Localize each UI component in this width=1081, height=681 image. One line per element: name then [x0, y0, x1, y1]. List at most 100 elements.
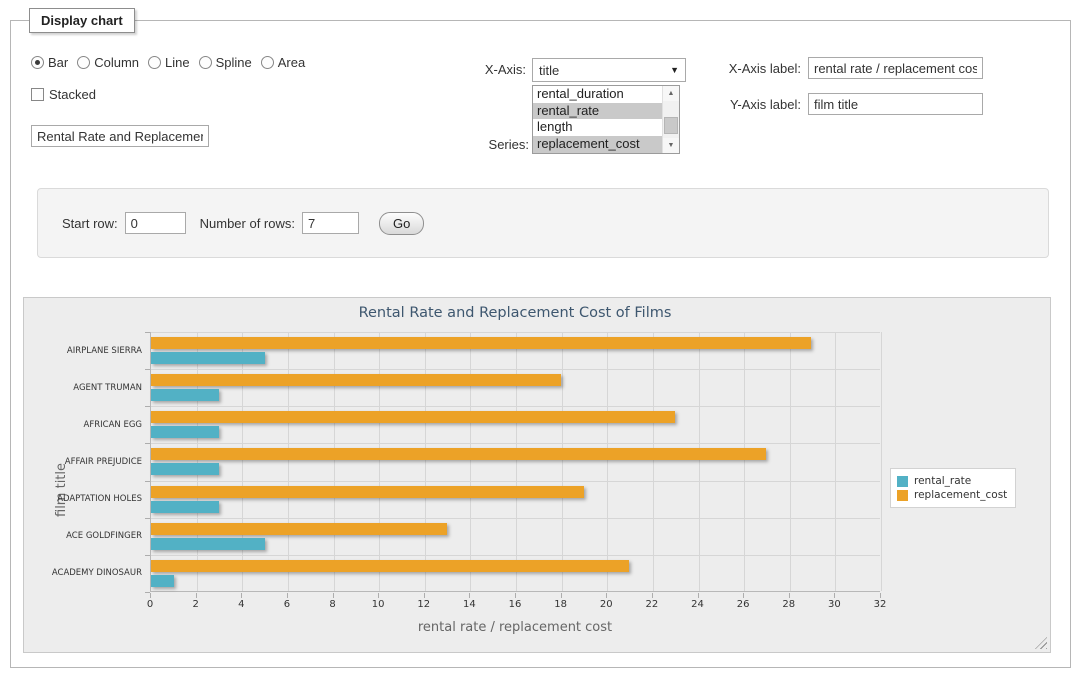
- bar-replacement_cost[interactable]: [151, 411, 675, 423]
- y-tick-mark: [145, 369, 150, 370]
- x-tick-label: 18: [554, 599, 567, 610]
- x-tick-label: 10: [372, 599, 385, 610]
- radio-button[interactable]: [261, 56, 274, 69]
- x-tick-label: 22: [646, 599, 659, 610]
- radio-label: Line: [165, 55, 190, 70]
- category-label: ADAPTATION HOLES: [24, 494, 142, 504]
- stacked-label: Stacked: [49, 87, 96, 102]
- bar-rental_rate[interactable]: [151, 389, 219, 401]
- legend-label: rental_rate: [914, 475, 971, 487]
- category-label: ACADEMY DINOSAUR: [24, 568, 142, 578]
- bar-replacement_cost[interactable]: [151, 486, 584, 498]
- go-button[interactable]: Go: [379, 212, 424, 235]
- y-axis-label-label: Y-Axis label:: [713, 97, 801, 112]
- row-controls-panel: Start row: Number of rows: Go: [37, 188, 1049, 258]
- number-of-rows-label: Number of rows:: [200, 216, 295, 231]
- x-tick-mark: [241, 593, 242, 598]
- y-tick-mark: [145, 518, 150, 519]
- y-tick-mark: [145, 481, 150, 482]
- x-axis-selected-value: title: [539, 63, 670, 78]
- category-band: [151, 518, 880, 555]
- x-tick-label: 14: [463, 599, 476, 610]
- x-tick-mark: [196, 593, 197, 598]
- y-axis-label-input[interactable]: [808, 93, 983, 115]
- x-tick-mark: [333, 593, 334, 598]
- chart-type-option-spline[interactable]: Spline: [199, 55, 252, 70]
- x-tick-mark: [561, 593, 562, 598]
- category-band: [151, 481, 880, 518]
- chart-title-input[interactable]: [31, 125, 209, 147]
- series-option-length[interactable]: length: [533, 119, 662, 136]
- series-listbox[interactable]: rental_durationrental_ratelengthreplacem…: [532, 85, 680, 154]
- category-label: AIRPLANE SIERRA: [24, 346, 142, 356]
- series-listbox-scrollbar[interactable]: ▲ ▼: [662, 86, 679, 153]
- bar-rental_rate[interactable]: [151, 426, 219, 438]
- x-tick-label: 16: [509, 599, 522, 610]
- bar-rental_rate[interactable]: [151, 575, 174, 587]
- chart-type-option-area[interactable]: Area: [261, 55, 305, 70]
- x-tick-label: 4: [238, 599, 244, 610]
- x-axis-select-label: X-Axis:: [456, 62, 526, 77]
- series-option-rental_duration[interactable]: rental_duration: [533, 86, 662, 103]
- chart-type-option-line[interactable]: Line: [148, 55, 190, 70]
- bar-replacement_cost[interactable]: [151, 560, 629, 572]
- x-tick-mark: [652, 593, 653, 598]
- x-tick-mark: [698, 593, 699, 598]
- y-tick-mark: [145, 555, 150, 556]
- chart-type-option-column[interactable]: Column: [77, 55, 139, 70]
- chart-type-option-bar[interactable]: Bar: [31, 55, 68, 70]
- x-tick-label: 28: [782, 599, 795, 610]
- bar-replacement_cost[interactable]: [151, 337, 811, 349]
- x-tick-label: 30: [828, 599, 841, 610]
- start-row-input[interactable]: [125, 212, 186, 234]
- bar-replacement_cost[interactable]: [151, 374, 561, 386]
- x-tick-label: 6: [284, 599, 290, 610]
- radio-label: Area: [278, 55, 305, 70]
- bar-rental_rate[interactable]: [151, 352, 265, 364]
- x-axis-label-input[interactable]: [808, 57, 983, 79]
- display-chart-fieldset: Display chart BarColumnLineSplineArea St…: [10, 20, 1071, 668]
- scroll-up-icon[interactable]: ▲: [663, 86, 679, 101]
- legend-item-rental_rate[interactable]: rental_rate: [897, 475, 1007, 487]
- x-tick-label: 32: [874, 599, 887, 610]
- series-option-replacement_cost[interactable]: replacement_cost: [533, 136, 662, 153]
- radio-button[interactable]: [77, 56, 90, 69]
- bar-rental_rate[interactable]: [151, 463, 219, 475]
- x-tick-label: 24: [691, 599, 704, 610]
- stacked-option[interactable]: Stacked: [31, 87, 96, 102]
- radio-button[interactable]: [199, 56, 212, 69]
- x-tick-mark: [789, 593, 790, 598]
- radio-label: Bar: [48, 55, 68, 70]
- resize-handle-icon[interactable]: [1035, 637, 1047, 649]
- fieldset-legend: Display chart: [29, 8, 135, 33]
- scroll-down-icon[interactable]: ▼: [663, 138, 679, 153]
- category-label: AGENT TRUMAN: [24, 383, 142, 393]
- radio-button[interactable]: [148, 56, 161, 69]
- x-axis-title: rental rate / replacement cost: [150, 620, 880, 635]
- legend-swatch: [897, 490, 908, 501]
- x-tick-mark: [880, 593, 881, 598]
- x-tick-mark: [150, 593, 151, 598]
- start-row-label: Start row:: [62, 216, 118, 231]
- series-option-rental_rate[interactable]: rental_rate: [533, 103, 662, 120]
- chart-container: Rental Rate and Replacement Cost of Film…: [23, 297, 1051, 653]
- bar-replacement_cost[interactable]: [151, 448, 766, 460]
- radio-button[interactable]: [31, 56, 44, 69]
- scrollbar-thumb[interactable]: [664, 117, 678, 134]
- legend-item-replacement_cost[interactable]: replacement_cost: [897, 489, 1007, 501]
- bar-rental_rate[interactable]: [151, 501, 219, 513]
- category-band: [151, 406, 880, 443]
- chevron-down-icon: ▼: [670, 65, 679, 75]
- bar-rental_rate[interactable]: [151, 538, 265, 550]
- x-tick-mark: [606, 593, 607, 598]
- legend-swatch: [897, 476, 908, 487]
- x-tick-mark: [424, 593, 425, 598]
- category-label: AFFAIR PREJUDICE: [24, 457, 142, 467]
- x-tick-mark: [469, 593, 470, 598]
- plot-area: [150, 332, 880, 592]
- number-of-rows-input[interactable]: [302, 212, 359, 234]
- x-axis-select[interactable]: title ▼: [532, 58, 686, 82]
- bar-replacement_cost[interactable]: [151, 523, 447, 535]
- y-axis-title: film title: [54, 463, 69, 517]
- stacked-checkbox[interactable]: [31, 88, 44, 101]
